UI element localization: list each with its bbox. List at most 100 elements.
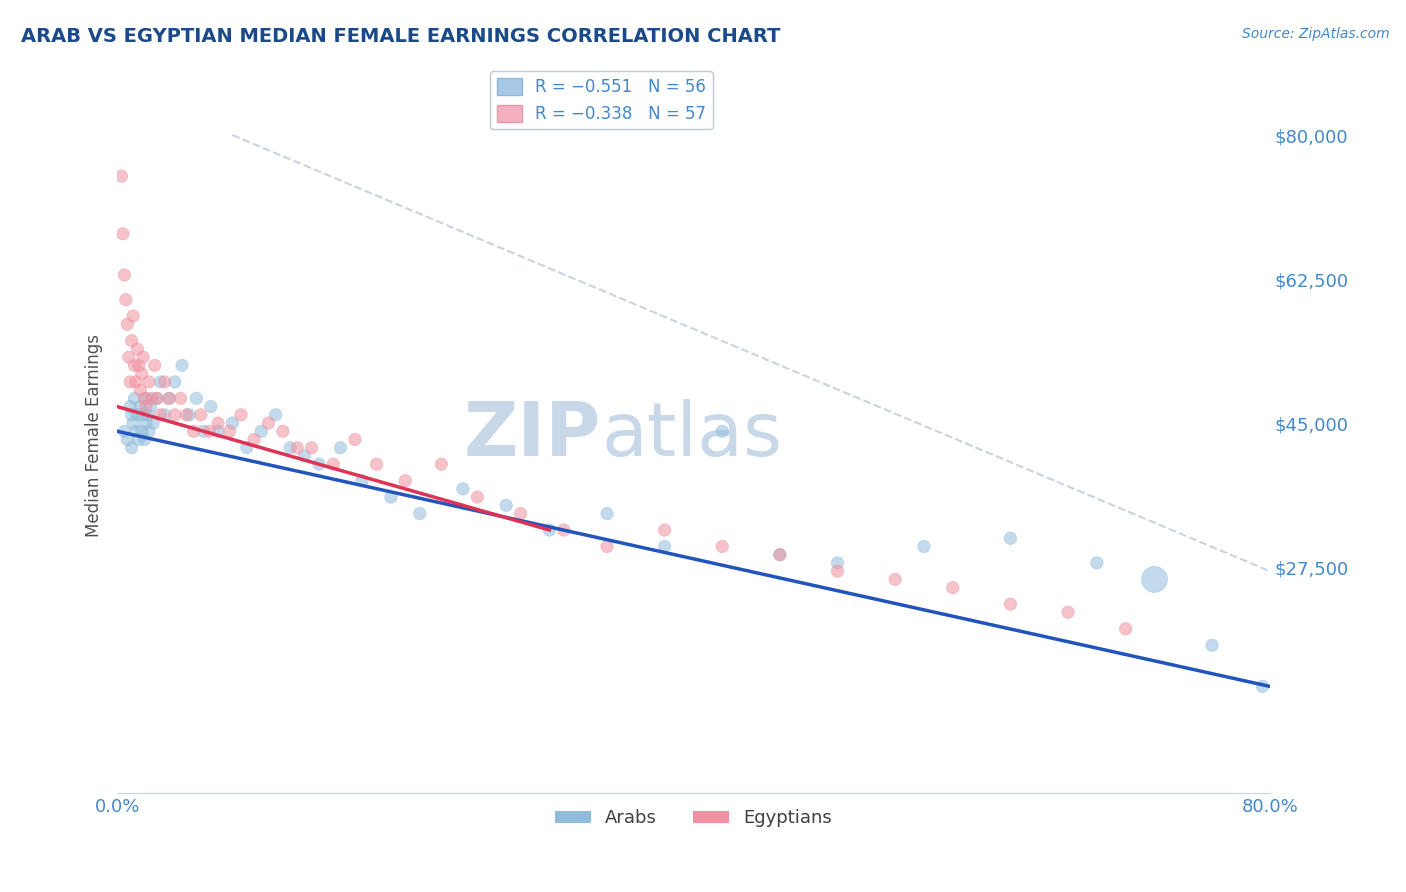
Point (120, 400, 142, 414)
Point (221, 416, 243, 430)
Point (1000, 597, 1022, 611)
Point (200, 400, 222, 414)
Point (1057, 605, 1080, 619)
Point (509, 507, 531, 521)
Point (117, 318, 139, 332)
Point (301, 441, 323, 455)
Text: ARAB VS EGYPTIAN MEDIAN FEMALE EARNINGS CORRELATION CHART: ARAB VS EGYPTIAN MEDIAN FEMALE EARNINGS … (21, 27, 780, 45)
Point (146, 392, 169, 406)
Point (121, 441, 143, 455)
Point (769, 548, 792, 562)
Point (131, 367, 153, 381)
Point (136, 408, 159, 422)
Point (366, 457, 388, 471)
Point (157, 392, 180, 406)
Point (236, 441, 259, 455)
Point (1251, 679, 1274, 693)
Point (139, 400, 162, 414)
Point (271, 424, 294, 438)
Point (157, 392, 180, 406)
Point (183, 424, 205, 438)
Point (329, 441, 352, 455)
Point (711, 424, 734, 438)
Point (117, 433, 139, 447)
Point (120, 375, 142, 389)
Point (111, 227, 134, 241)
Point (124, 359, 146, 373)
Point (132, 350, 155, 364)
Point (294, 449, 316, 463)
Point (142, 416, 165, 430)
Point (128, 359, 150, 373)
Point (153, 408, 176, 422)
Point (264, 408, 287, 422)
Point (149, 408, 172, 422)
Point (129, 383, 152, 397)
Point (884, 573, 907, 587)
Point (250, 424, 273, 438)
Text: ZIP: ZIP (464, 399, 602, 472)
Point (343, 433, 366, 447)
Point (125, 424, 148, 438)
Point (112, 268, 135, 282)
Point (257, 416, 280, 430)
Text: atlas: atlas (602, 399, 782, 472)
Point (122, 416, 145, 430)
Point (179, 408, 201, 422)
Point (163, 408, 186, 422)
Point (1201, 638, 1223, 652)
Point (380, 490, 402, 504)
Point (207, 424, 229, 438)
Point (409, 507, 432, 521)
Point (118, 350, 141, 364)
Point (135, 400, 157, 414)
Point (322, 457, 344, 471)
Point (122, 309, 145, 323)
Point (278, 441, 301, 455)
Legend: Arabs, Egyptians: Arabs, Egyptians (547, 802, 839, 834)
Point (467, 490, 489, 504)
Point (352, 474, 374, 488)
Point (110, 169, 132, 184)
Point (538, 523, 561, 537)
Point (193, 424, 215, 438)
Point (827, 564, 849, 578)
Point (1085, 556, 1108, 570)
Point (114, 293, 136, 307)
Point (129, 400, 152, 414)
Point (553, 523, 575, 537)
Point (285, 441, 308, 455)
Point (243, 433, 266, 447)
Point (124, 392, 146, 406)
Point (1143, 573, 1166, 587)
Point (112, 424, 135, 438)
Point (769, 548, 792, 562)
Point (127, 342, 149, 356)
Point (138, 375, 160, 389)
Point (169, 392, 191, 406)
Point (430, 457, 453, 471)
Point (153, 375, 176, 389)
Point (121, 408, 143, 422)
Point (207, 416, 229, 430)
Point (1000, 531, 1022, 545)
Point (141, 392, 163, 406)
Point (121, 334, 143, 348)
Point (135, 392, 157, 406)
Point (198, 424, 221, 438)
Point (145, 392, 167, 406)
Point (1115, 622, 1137, 636)
Point (143, 359, 166, 373)
Point (132, 408, 155, 422)
Point (451, 482, 474, 496)
Point (128, 433, 150, 447)
Text: Source: ZipAtlas.com: Source: ZipAtlas.com (1241, 27, 1389, 41)
Point (134, 392, 156, 406)
Point (596, 540, 619, 554)
Point (308, 457, 330, 471)
Point (654, 540, 676, 554)
Point (134, 433, 156, 447)
Y-axis label: Median Female Earnings: Median Female Earnings (86, 334, 103, 537)
Point (186, 392, 208, 406)
Point (394, 474, 416, 488)
